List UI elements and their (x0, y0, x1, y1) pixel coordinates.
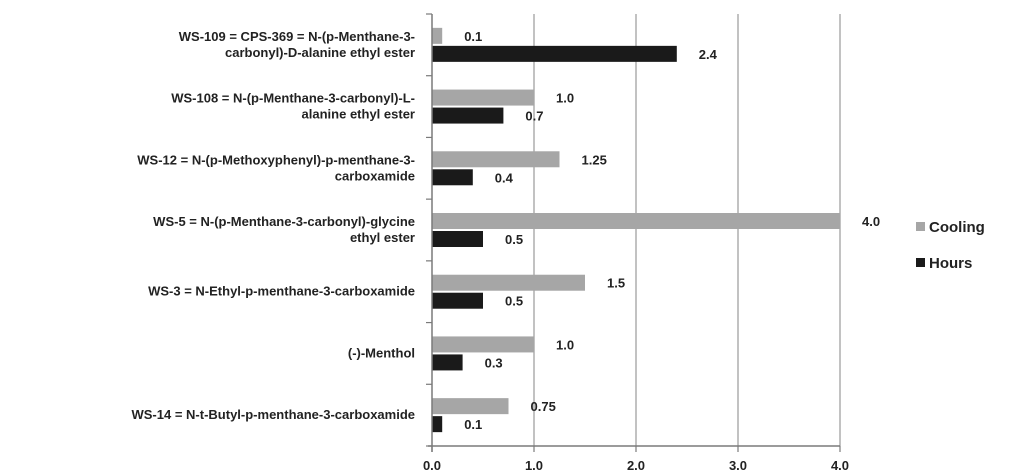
bars (432, 27, 840, 433)
x-tick-label: 2.0 (627, 458, 645, 473)
tick-labels: 0.0 1.0 2.0 3.0 4.0 (423, 458, 849, 473)
x-tick-label: 4.0 (831, 458, 849, 473)
data-label-cooling: 1.0 (556, 91, 574, 106)
data-label-cooling: 0.1 (464, 29, 482, 44)
data-label-hours: 0.3 (485, 355, 503, 370)
data-label-cooling: 1.0 (556, 337, 574, 352)
category-label: WS-14 = N-t-Butyl-p-menthane-3-carboxami… (131, 407, 415, 422)
legend: Cooling Hours (916, 219, 985, 272)
category-label: carbonyl)-D-alanine ethyl ester (225, 45, 415, 60)
category-label: WS-108 = N-(p-Menthane-3-carbonyl)-L- (171, 91, 415, 106)
data-label-cooling: 1.25 (582, 152, 607, 167)
x-tick-label: 3.0 (729, 458, 747, 473)
bar-hours (432, 416, 443, 433)
data-label-hours: 0.5 (505, 232, 523, 247)
data-label-hours: 0.7 (525, 109, 543, 124)
axes (426, 13, 841, 452)
bar-cooling (432, 89, 534, 106)
bar-hours (432, 292, 483, 309)
bar-hours (432, 169, 473, 186)
bar-hours (432, 354, 463, 371)
category-label: WS-12 = N-(p-Methoxyphenyl)-p-menthane-3… (137, 152, 415, 167)
bar-cooling (432, 27, 443, 44)
data-label-cooling: 1.5 (607, 276, 625, 291)
bar-cooling (432, 213, 840, 229)
data-label-hours: 0.1 (464, 417, 482, 432)
data-labels: 0.1 2.4 1.0 0.7 1.25 0.4 4.0 0.5 1.5 0.5 1.0 0.3 0.7… (464, 29, 880, 432)
category-label: WS-109 = CPS-369 = N-(p-Menthane-3- (179, 29, 415, 44)
category-label: WS-3 = N-Ethyl-p-menthane-3-carboxamide (148, 284, 415, 299)
data-label-hours: 2.4 (699, 47, 718, 62)
category-label: WS-5 = N-(p-Menthane-3-carbonyl)-glycine (153, 214, 415, 229)
x-tick-label: 0.0 (423, 458, 441, 473)
category-labels: WS-109 = CPS-369 = N-(p-Menthane-3-carbo… (131, 29, 415, 422)
x-tick-label: 1.0 (525, 458, 543, 473)
bar-hours (432, 45, 677, 62)
bar-cooling (432, 398, 509, 415)
legend-swatch-cooling (916, 222, 925, 231)
bar-hours (432, 107, 504, 124)
data-label-hours: 0.4 (495, 170, 514, 185)
data-label-hours: 0.5 (505, 294, 523, 309)
legend-swatch-hours (916, 258, 925, 267)
data-label-cooling: 4.0 (862, 214, 880, 229)
category-label: ethyl ester (350, 230, 415, 245)
bar-cooling (432, 274, 585, 291)
legend-label-cooling: Cooling (929, 219, 985, 236)
gridlines (533, 14, 841, 446)
legend-label-hours: Hours (929, 255, 972, 272)
bar-hours (432, 231, 483, 247)
bar-cooling (432, 151, 560, 168)
data-label-cooling: 0.75 (531, 399, 556, 414)
category-label: (-)-Menthol (348, 345, 415, 360)
category-label: alanine ethyl ester (302, 107, 415, 122)
category-label: carboxamide (335, 168, 415, 183)
bar-cooling (432, 336, 534, 353)
